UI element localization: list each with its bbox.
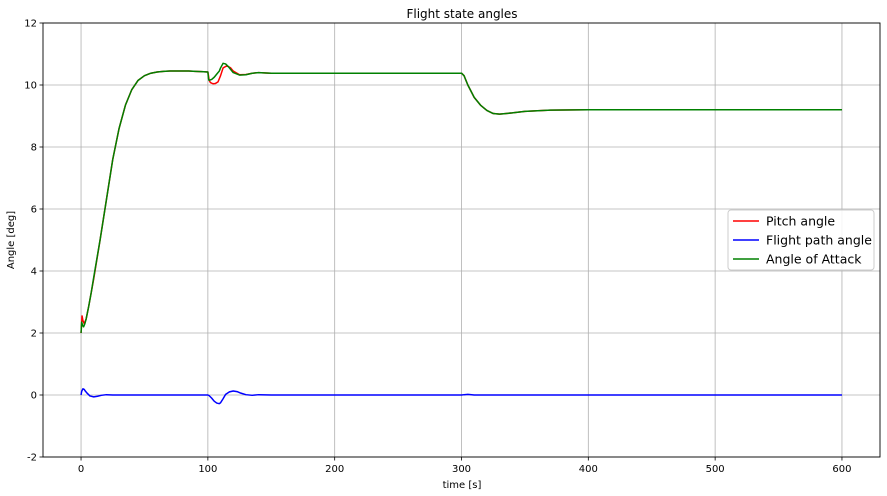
series-lines xyxy=(80,62,842,405)
y-tick-label: 2 xyxy=(31,329,37,340)
y-tick-label: 12 xyxy=(24,19,37,30)
legend: Pitch angle Flight path angle Angle of Att… xyxy=(727,209,875,271)
series-line-flight-path-angle xyxy=(80,388,842,405)
x-tick-label: 400 xyxy=(579,464,598,475)
y-tick-label: 8 xyxy=(31,143,37,154)
x-tick-label: 200 xyxy=(325,464,344,475)
y-tick-label: 10 xyxy=(24,81,37,92)
x-tick-label: 500 xyxy=(706,464,725,475)
x-tick-label: 0 xyxy=(78,464,84,475)
x-axis-label: time [s] xyxy=(443,480,482,491)
series-line-angle-of-attack xyxy=(80,62,842,334)
x-tick-label: 600 xyxy=(832,464,851,475)
y-tick-label: 4 xyxy=(31,267,37,278)
legend-label-pitch-angle: Pitch angle xyxy=(766,214,835,229)
y-tick-label: 6 xyxy=(31,205,37,216)
y-axis-label: Angle [deg] xyxy=(6,211,17,269)
x-tick-label: 100 xyxy=(198,464,217,475)
legend-box xyxy=(727,209,875,271)
legend-label-angle-of-attack: Angle of Attack xyxy=(766,252,862,267)
x-tick-label: 300 xyxy=(452,464,471,475)
axis-ticks: 0 100 200 300 400 500 600 -2 0 2 4 6 8 10 12 xyxy=(24,19,851,476)
y-tick-label: 0 xyxy=(31,391,37,402)
y-tick-label: -2 xyxy=(27,453,37,464)
legend-label-flight-path-angle: Flight path angle xyxy=(766,233,872,248)
chart-title: Flight state angles xyxy=(406,7,517,21)
